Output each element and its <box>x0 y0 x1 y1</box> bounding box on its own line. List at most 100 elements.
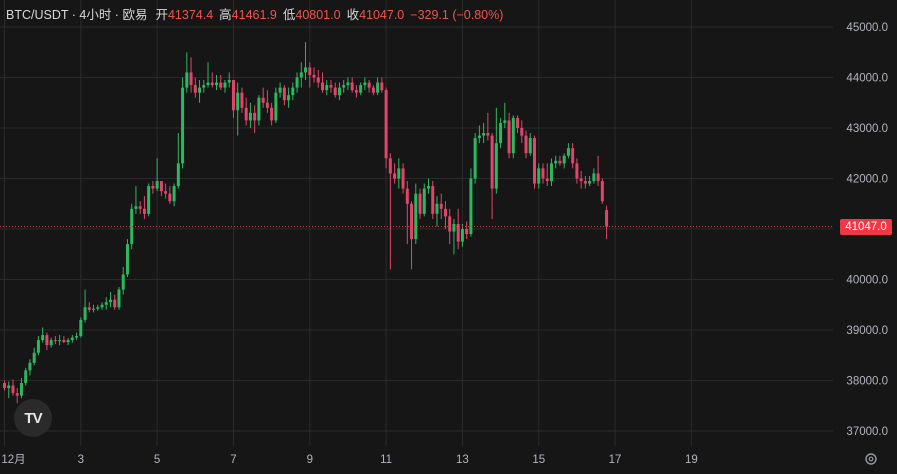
candle-body <box>583 181 587 184</box>
chart-legend: BTC/USDT · 4小时 · 欧易 开 41374.4 高 41461.9 … <box>6 4 509 23</box>
candle-body <box>304 67 308 73</box>
open-value: 41374.4 <box>167 8 214 22</box>
x-tick-label: 13 <box>456 454 469 466</box>
candle-body <box>342 85 346 88</box>
y-tick-label: 44000.0 <box>846 73 888 85</box>
candle-body <box>448 216 452 232</box>
candle-body <box>109 299 112 303</box>
candle-body <box>545 178 549 182</box>
candle-body <box>562 155 566 164</box>
candle-body <box>418 193 422 214</box>
candle-body <box>11 385 15 394</box>
candle-body <box>299 72 303 78</box>
candle-body <box>282 87 286 101</box>
candle-body <box>198 87 202 93</box>
candle-body <box>134 206 138 209</box>
close-label: 收 <box>346 8 360 22</box>
candle-body <box>75 336 79 338</box>
candle-body <box>265 102 269 108</box>
candle-body <box>164 191 168 194</box>
tradingview-logo[interactable]: TV <box>14 399 52 437</box>
candle-body <box>7 385 11 389</box>
candle-body <box>511 117 515 154</box>
candle-body <box>592 173 596 182</box>
gear-icon[interactable] <box>864 452 878 466</box>
candle-body <box>159 181 163 192</box>
candle-body <box>414 193 418 240</box>
candle-body <box>435 203 439 214</box>
candle-body <box>121 274 125 290</box>
candle-body <box>308 67 312 75</box>
y-tick-label: 43000.0 <box>846 123 888 135</box>
candle-body <box>117 289 121 308</box>
candle-body <box>231 80 235 111</box>
symbol-title[interactable]: BTC/USDT · 4小时 · 欧易 <box>6 8 148 22</box>
x-tick-label: 5 <box>154 454 160 466</box>
candle-body <box>100 304 104 308</box>
candle-body <box>219 82 223 88</box>
candle-body <box>452 223 456 232</box>
x-tick-label: 12月 <box>1 454 25 466</box>
candle-body <box>227 80 231 83</box>
candle-body <box>486 133 490 136</box>
candle-body <box>291 87 295 96</box>
y-tick-label: 39000.0 <box>846 325 888 337</box>
candle-body <box>537 168 541 184</box>
close-value: 41047.0 <box>359 8 405 22</box>
candle-body <box>350 82 354 91</box>
candle-body <box>151 186 155 189</box>
candle-body <box>168 193 172 202</box>
candle-body <box>376 82 380 93</box>
candle-body <box>278 87 282 93</box>
candle-body <box>363 82 367 86</box>
candle-body <box>401 168 405 189</box>
candle-body <box>142 208 146 214</box>
candle-body <box>113 299 117 308</box>
candle-body <box>36 340 40 353</box>
candle-body <box>541 168 545 179</box>
candle-body <box>558 160 562 164</box>
last-price-tag: 41047.0 <box>840 219 892 235</box>
candle-body <box>325 85 329 91</box>
candle-body <box>549 163 553 182</box>
candle-body <box>125 244 129 275</box>
high-value: 41461.9 <box>231 8 277 22</box>
candle-body <box>244 107 248 121</box>
candle-body <box>359 85 363 93</box>
candle-body <box>138 206 142 209</box>
y-tick-label: 37000.0 <box>846 426 888 438</box>
candle-body <box>236 92 240 111</box>
candle-body <box>333 87 337 96</box>
candle-body <box>469 178 473 235</box>
candle-body <box>499 122 503 144</box>
candle-body <box>554 160 558 164</box>
candle-body <box>571 148 575 164</box>
candle-body <box>70 337 74 341</box>
candle-body <box>24 370 28 384</box>
candle-body <box>83 307 87 320</box>
candles <box>3 42 609 404</box>
candle-body <box>202 85 206 88</box>
candle-body <box>439 203 443 209</box>
candle-body <box>460 229 464 242</box>
candle-body <box>28 362 32 371</box>
x-tick-label: 3 <box>78 454 84 466</box>
y-tick-label: 42000.0 <box>846 174 888 186</box>
candle-body <box>32 352 36 363</box>
x-tick-label: 19 <box>685 454 698 466</box>
y-tick-label: 40000.0 <box>846 275 888 287</box>
candle-body <box>473 138 477 179</box>
candle-body <box>215 82 218 86</box>
candle-body <box>346 82 350 86</box>
candle-body <box>579 178 583 182</box>
candle-body <box>321 82 324 91</box>
candle-body <box>53 340 57 342</box>
candle-body <box>566 148 570 156</box>
candle-body <box>19 383 23 396</box>
candle-body <box>130 208 134 245</box>
candle-body <box>240 92 244 108</box>
candle-body <box>427 186 430 189</box>
candle-body <box>96 307 100 309</box>
candle-body <box>41 335 45 341</box>
